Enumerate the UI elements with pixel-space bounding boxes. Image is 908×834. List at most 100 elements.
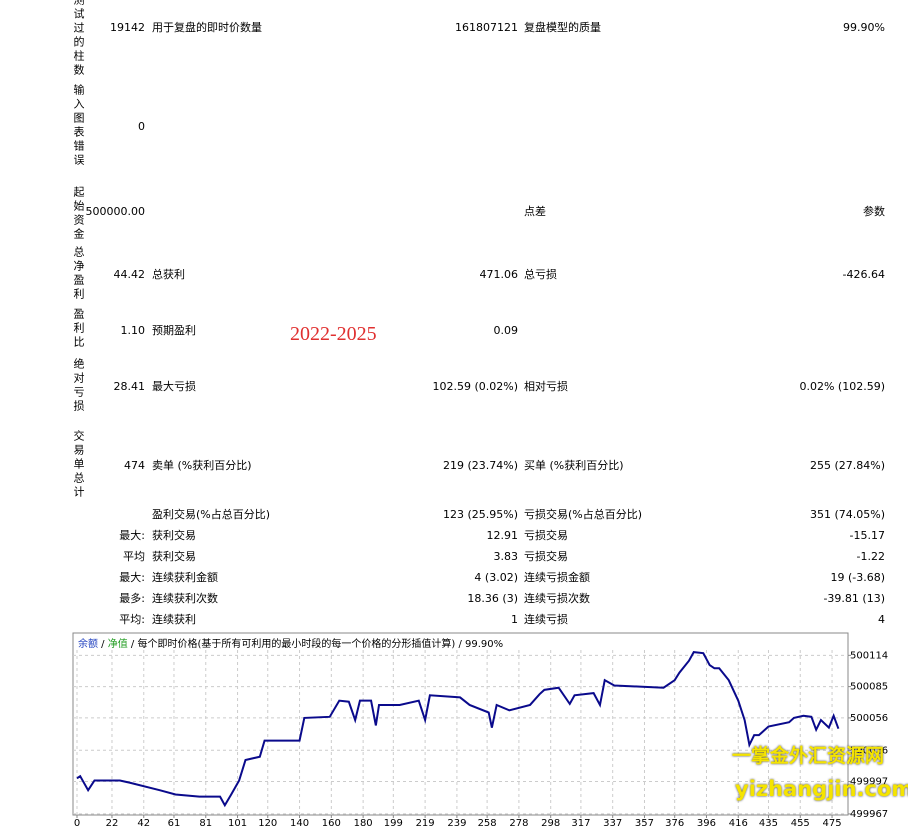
row-label: 盈利比 xyxy=(72,308,85,350)
x-tick-label: 120 xyxy=(258,818,277,829)
row-value: 18.36 (3) xyxy=(467,592,518,605)
row-value: 500000.00 xyxy=(85,205,146,218)
x-tick-label: 475 xyxy=(823,818,842,829)
row-value: 4 (3.02) xyxy=(474,571,518,584)
row-value: -426.64 xyxy=(842,268,885,281)
row-label: 获利交易 xyxy=(152,550,196,563)
row-value: 4 xyxy=(878,613,885,626)
x-tick-label: 219 xyxy=(416,818,435,829)
separator: / xyxy=(128,639,138,650)
x-tick-label: 180 xyxy=(354,818,373,829)
row-label: 最大: xyxy=(119,529,145,542)
row-label: 连续获利 xyxy=(152,613,196,626)
row-value: -1.22 xyxy=(856,550,885,563)
row-value: 0.09 xyxy=(493,324,519,337)
row-label: 盈利交易(%占总百分比) xyxy=(152,508,271,521)
x-tick-label: 160 xyxy=(322,818,341,829)
row-value: 0 xyxy=(138,120,145,133)
row-label: 预期盈利 xyxy=(152,324,196,337)
row-value: 161807121 xyxy=(455,21,518,34)
row-value: 1 xyxy=(511,613,518,626)
row-value: 351 (74.05%) xyxy=(809,508,885,521)
row-label: 起始资金 xyxy=(72,186,85,242)
legend-entry: 净值 xyxy=(108,637,128,650)
separator: / xyxy=(98,639,108,650)
watermark: 一掌金外汇资源网 xyxy=(732,745,885,767)
row-label: 连续亏损次数 xyxy=(524,592,590,605)
x-tick-label: 0 xyxy=(74,818,80,829)
row-value: 474 xyxy=(124,459,145,472)
x-tick-label: 22 xyxy=(106,818,119,829)
series-line xyxy=(76,651,840,808)
legend-entry: 余额 xyxy=(78,637,98,650)
row-value: 1.10 xyxy=(120,324,146,337)
row-label: 亏损交易 xyxy=(524,529,568,542)
row-label: 平均: xyxy=(119,613,145,626)
row-label: 用于复盘的即时价数量 xyxy=(152,21,262,34)
x-tick-label: 258 xyxy=(478,818,497,829)
x-tick-label: 396 xyxy=(697,818,716,829)
x-tick-label: 140 xyxy=(290,818,309,829)
x-tick-label: 416 xyxy=(729,818,748,829)
x-tick-label: 199 xyxy=(384,818,403,829)
row-label: 总亏损 xyxy=(524,268,557,281)
row-label: 最大亏损 xyxy=(152,380,196,393)
row-label: 亏损交易(%占总百分比) xyxy=(524,508,643,521)
x-tick-label: 435 xyxy=(759,818,778,829)
row-label: 总净盈利 xyxy=(72,246,85,302)
x-tick-label: 101 xyxy=(228,818,247,829)
x-tick-label: 337 xyxy=(603,818,622,829)
x-tick-label: 81 xyxy=(199,818,212,829)
row-label: 总获利 xyxy=(152,268,185,281)
row-value: -39.81 (13) xyxy=(823,592,885,605)
y-tick-label: 500114 xyxy=(850,650,888,661)
x-tick-label: 376 xyxy=(665,818,684,829)
y-tick-label: 499997 xyxy=(850,777,888,788)
row-value: 219 (23.74%) xyxy=(442,459,518,472)
x-tick-label: 42 xyxy=(137,818,150,829)
row-label: 亏损交易 xyxy=(524,550,568,563)
row-label: 输入图表错误 xyxy=(72,84,85,168)
y-tick-label: 500026 xyxy=(850,745,888,756)
x-tick-label: 317 xyxy=(571,818,590,829)
row-label: 绝对亏损 xyxy=(72,358,85,414)
row-value: 参数 xyxy=(863,205,885,218)
row-label: 测试过的柱数 xyxy=(72,0,85,78)
y-tick-label: 500056 xyxy=(850,713,888,724)
row-value: 19142 xyxy=(110,21,145,34)
legend: 余额 / 净值 / 每个即时价格(基于所有可利用的最小时段的每一个价格的分形插值… xyxy=(78,637,503,650)
row-label: 交易单总计 xyxy=(72,430,85,500)
legend-entry: 99.90% xyxy=(465,639,503,650)
row-label: 点差 xyxy=(524,205,546,218)
row-label: 最大: xyxy=(119,571,145,584)
row-value: 19 (-3.68) xyxy=(830,571,885,584)
row-value: 471.06 xyxy=(479,268,519,281)
row-label: 买单 (%获利百分比) xyxy=(524,459,624,472)
y-tick-label: 500085 xyxy=(850,682,888,693)
x-tick-label: 239 xyxy=(447,818,466,829)
x-tick-label: 298 xyxy=(541,818,560,829)
row-value: 28.41 xyxy=(113,380,146,393)
x-tick-label: 278 xyxy=(509,818,528,829)
separator: / xyxy=(455,639,465,650)
row-value: 123 (25.95%) xyxy=(442,508,518,521)
x-tick-label: 455 xyxy=(791,818,810,829)
row-value: 3.83 xyxy=(493,550,519,563)
row-value: 44.42 xyxy=(113,268,146,281)
row-label: 平均 xyxy=(123,550,145,563)
row-label: 相对亏损 xyxy=(524,380,568,393)
row-label: 复盘模型的质量 xyxy=(524,21,601,34)
row-label: 卖单 (%获利百分比) xyxy=(152,459,252,472)
row-label: 连续获利次数 xyxy=(152,592,218,605)
x-tick-label: 357 xyxy=(635,818,654,829)
row-value: 102.59 (0.02%) xyxy=(432,380,518,393)
row-value: 0.02% (102.59) xyxy=(799,380,885,393)
row-value: -15.17 xyxy=(849,529,885,542)
row-value: 12.91 xyxy=(486,529,519,542)
row-value: 99.90% xyxy=(843,21,885,34)
row-value: 255 (27.84%) xyxy=(809,459,885,472)
row-label: 获利交易 xyxy=(152,529,196,542)
legend-entry: 每个即时价格(基于所有可利用的最小时段的每一个价格的分形插值计算) xyxy=(137,637,455,650)
